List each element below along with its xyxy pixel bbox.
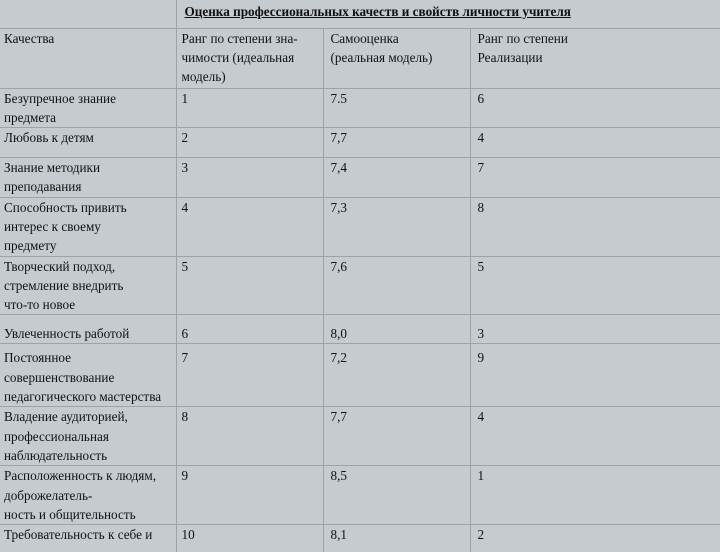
realization-rank-cell: 7: [469, 157, 720, 198]
table-row: Расположенность к людям, доброжелатель- …: [0, 465, 720, 526]
quality-cell: Увлеченность работой: [0, 314, 177, 345]
column-header-self-assessment: Самооценка (реальная модель): [322, 27, 471, 89]
column-header-realization-rank: Ранг по степени Реализации: [469, 27, 720, 89]
column-header-qualities: Качества: [0, 27, 177, 89]
quality-cell: Способность привить интерес к своему пре…: [0, 196, 177, 257]
realization-rank-cell: 4: [469, 127, 720, 159]
quality-cell: Творческий подход, стремление внедрить ч…: [0, 255, 177, 316]
self-assessment-cell: 7.5: [322, 87, 471, 129]
self-assessment-cell: 7,4: [322, 157, 471, 198]
ideal-rank-cell: 4: [175, 196, 324, 257]
quality-cell: Безупречное знание предмета: [0, 87, 177, 129]
realization-rank-cell: 6: [469, 87, 720, 129]
column-header-ideal-rank: Ранг по степени зна- чимости (идеальная …: [175, 27, 324, 89]
quality-cell: Любовь к детям: [0, 127, 177, 159]
quality-cell: Владение аудиторией, профессиональная на…: [0, 406, 177, 467]
quality-cell: Требовательность к себе и: [0, 524, 177, 552]
table-row: Постоянное совершенствование педагогичес…: [0, 343, 720, 408]
realization-rank-cell: 4: [469, 406, 720, 467]
self-assessment-cell: 8,1: [322, 524, 471, 552]
realization-rank-cell: 1: [469, 465, 720, 526]
empty-corner-cell: [0, 0, 177, 29]
realization-rank-cell: 5: [469, 255, 720, 316]
quality-cell: Знание методики преподавания: [0, 157, 177, 198]
self-assessment-cell: 7,3: [322, 196, 471, 257]
self-assessment-cell: 8,0: [322, 314, 471, 345]
self-assessment-cell: 7,2: [322, 343, 471, 408]
ideal-rank-cell: 1: [175, 87, 324, 129]
ideal-rank-cell: 9: [175, 465, 324, 526]
self-assessment-cell: 7,7: [322, 127, 471, 159]
self-assessment-cell: 7,7: [322, 406, 471, 467]
table-row: Знание методики преподавания 3 7,4 7: [0, 157, 720, 198]
table-row: Творческий подход, стремление внедрить ч…: [0, 255, 720, 316]
table-row: Требовательность к себе и 10 8,1 2: [0, 524, 720, 552]
realization-rank-cell: 9: [469, 343, 720, 408]
table-title: Оценка профессиональных качеств и свойст…: [175, 0, 720, 29]
ideal-rank-cell: 2: [175, 127, 324, 159]
ideal-rank-cell: 3: [175, 157, 324, 198]
ideal-rank-cell: 5: [175, 255, 324, 316]
ideal-rank-cell: 8: [175, 406, 324, 467]
table-row: Увлеченность работой 6 8,0 3: [0, 314, 720, 345]
quality-cell: Постоянное совершенствование педагогичес…: [0, 343, 177, 408]
realization-rank-cell: 8: [469, 196, 720, 257]
ideal-rank-cell: 10: [175, 524, 324, 552]
table-row: Владение аудиторией, профессиональная на…: [0, 406, 720, 467]
table-row: Любовь к детям 2 7,7 4: [0, 127, 720, 159]
realization-rank-cell: 3: [469, 314, 720, 345]
self-assessment-cell: 7,6: [322, 255, 471, 316]
self-assessment-cell: 8,5: [322, 465, 471, 526]
ideal-rank-cell: 6: [175, 314, 324, 345]
ideal-rank-cell: 7: [175, 343, 324, 408]
table-row: Безупречное знание предмета 1 7.5 6: [0, 87, 720, 129]
realization-rank-cell: 2: [469, 524, 720, 552]
quality-cell: Расположенность к людям, доброжелатель- …: [0, 465, 177, 526]
table-row: Способность привить интерес к своему пре…: [0, 196, 720, 257]
